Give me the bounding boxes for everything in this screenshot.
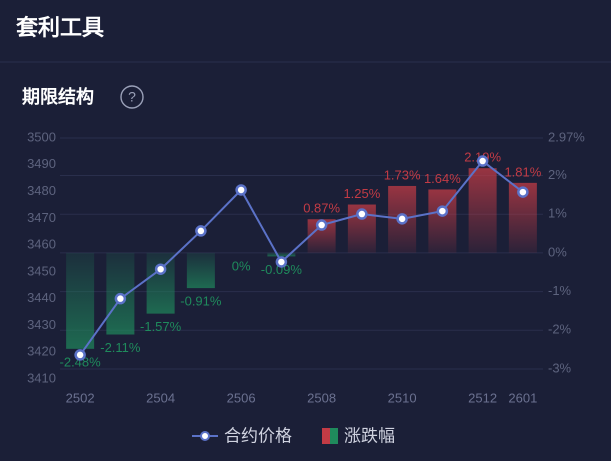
y-tick-label: 3490 xyxy=(27,156,56,171)
data-label: 0.87% xyxy=(303,201,340,216)
bar xyxy=(468,168,497,253)
data-label: 1.81% xyxy=(504,164,541,179)
data-label: -2.11% xyxy=(100,340,141,355)
y-tick-label: 3440 xyxy=(27,290,56,305)
help-icon[interactable] xyxy=(120,85,144,109)
legend-label: 涨跌幅 xyxy=(344,426,395,445)
price-point xyxy=(74,349,86,361)
data-label: 1.73% xyxy=(384,167,421,182)
section-title: 期限结构 xyxy=(22,86,94,107)
x-tick-label: 2510 xyxy=(388,390,417,405)
data-label: 0% xyxy=(232,258,251,273)
x-tick-label: 2601 xyxy=(508,390,537,405)
y2-tick-label: -1% xyxy=(548,283,572,298)
help-icon-text[interactable]: ? xyxy=(128,89,136,105)
price-point xyxy=(114,292,127,305)
legend-icon xyxy=(200,431,210,441)
bar xyxy=(66,252,95,349)
price-point xyxy=(436,205,449,217)
y-tick-label: 3470 xyxy=(27,210,56,225)
data-label: 1.25% xyxy=(343,186,380,201)
bar xyxy=(267,252,296,257)
x-tick-label: 2508 xyxy=(307,390,336,405)
price-point xyxy=(356,208,368,220)
legend-icon xyxy=(330,428,338,444)
price-point xyxy=(195,225,207,237)
price-point xyxy=(517,186,529,198)
y-tick-label: 3460 xyxy=(27,237,56,252)
x-tick-label: 2512 xyxy=(468,390,497,405)
data-label: -1.57% xyxy=(140,319,182,334)
price-point xyxy=(396,213,408,225)
y-tick-label: 3500 xyxy=(27,129,56,144)
price-point xyxy=(315,219,328,231)
data-label: 1.64% xyxy=(424,171,461,186)
x-tick-label: 2506 xyxy=(227,390,256,405)
legend-icon xyxy=(322,428,330,444)
y-tick-label: 3480 xyxy=(27,183,56,198)
bar xyxy=(186,252,215,289)
y2-tick-label: 0% xyxy=(548,244,567,259)
y2-tick-label: -3% xyxy=(548,360,572,375)
price-point xyxy=(476,155,489,167)
price-point xyxy=(235,184,247,196)
header-title: 套利工具 xyxy=(16,15,104,40)
x-tick-label: 2502 xyxy=(66,390,95,405)
y2-tick-label: 2.97% xyxy=(548,129,585,144)
data-label: -0.09% xyxy=(261,262,303,277)
data-label: -2.48% xyxy=(60,354,102,369)
y2-tick-label: -2% xyxy=(548,322,572,337)
bar xyxy=(146,252,175,314)
y-tick-label: 3430 xyxy=(27,317,56,332)
y2-tick-label: 1% xyxy=(548,206,567,221)
x-tick-label: 2504 xyxy=(146,390,175,405)
data-label: -0.91% xyxy=(180,294,222,309)
y2-tick-label: 2% xyxy=(548,167,567,182)
y-tick-label: 3420 xyxy=(27,344,56,359)
price-point xyxy=(275,256,288,268)
legend-label: 合约价格 xyxy=(224,426,292,445)
y-tick-label: 3410 xyxy=(27,370,56,385)
price-point xyxy=(154,263,167,275)
price-line xyxy=(79,159,524,356)
y-tick-label: 3450 xyxy=(27,263,56,278)
